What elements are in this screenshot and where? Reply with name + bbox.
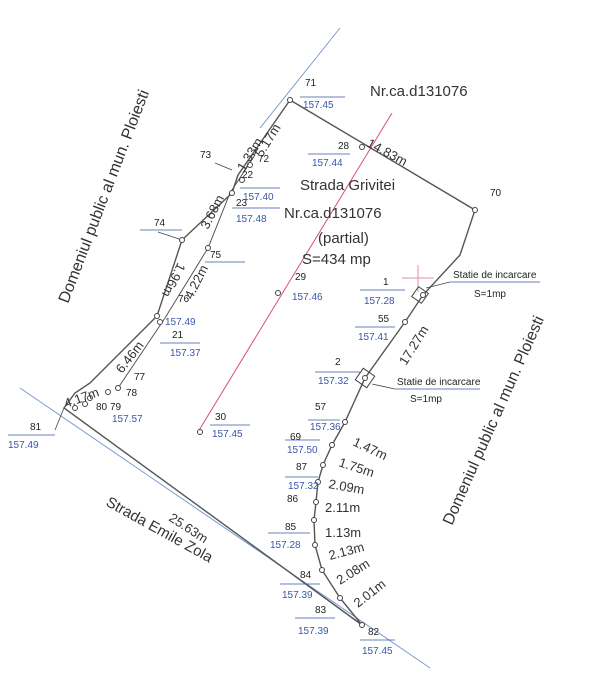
road-line-top (259, 27, 341, 129)
dimension-label: 1.75m (337, 455, 376, 480)
point-id: 69 (290, 432, 302, 443)
elevation: 157.39 (298, 626, 329, 637)
charging-station-1 (410, 285, 430, 305)
point-id: 1 (383, 277, 389, 288)
partial-label: (partial) (318, 230, 369, 247)
leader-81 (54, 407, 65, 431)
charging-station-1-area: S=1mp (474, 289, 506, 300)
leader-74 (157, 231, 183, 241)
point-id: 84 (300, 570, 312, 581)
point-id: 30 (215, 412, 227, 423)
elevation: 157.32 (318, 376, 349, 387)
point-id: 55 (378, 314, 390, 325)
point-id: 80 (96, 402, 108, 413)
point-id: 28 (338, 141, 350, 152)
point-id: 82 (368, 627, 380, 638)
point-id: 21 (172, 330, 184, 341)
point-id: 75 (210, 250, 222, 261)
elevation-underlines (8, 96, 540, 641)
charging-station-2 (354, 367, 376, 389)
point-ids: 71 28 70 73 72 22 23 74 75 29 1 55 76 21… (30, 78, 502, 638)
dimension-label: 1.13m (325, 525, 361, 540)
point-id: 83 (315, 605, 327, 616)
elevation: 157.39 (282, 590, 313, 601)
point-id: 76 (178, 294, 190, 305)
cadastral-number-top: Nr.ca.d131076 (370, 83, 468, 100)
point-id: 72 (258, 154, 270, 165)
road-line-bottom (19, 387, 431, 669)
elevation: 157.49 (8, 440, 39, 451)
elevation: 157.45 (303, 100, 334, 111)
dimension-label: 17.27m (396, 323, 432, 368)
elevation: 157.45 (362, 646, 393, 657)
dimension-label: 2.09m (327, 476, 365, 497)
elevation: 157.48 (236, 214, 267, 225)
dimension-label: 2.01m (351, 576, 389, 610)
elevation: 157.32 (288, 481, 319, 492)
charging-station-1-label: Statie de incarcare (453, 270, 537, 281)
station2-leader (371, 383, 396, 390)
cadastral-number-center: Nr.ca.d131076 (284, 205, 382, 222)
point-id: 23 (236, 198, 248, 209)
elevation: 157.28 (364, 296, 395, 307)
point-id: 79 (110, 402, 122, 413)
point-id: 77 (134, 372, 146, 383)
point-id: 86 (287, 494, 299, 505)
elevation: 157.50 (287, 445, 318, 456)
point-id: 2 (335, 357, 341, 368)
point-id: 29 (295, 272, 307, 283)
point-id: 78 (126, 388, 138, 399)
elevation: 157.36 (310, 422, 341, 433)
point-id: 81 (30, 422, 42, 433)
elevation: 157.40 (243, 192, 274, 203)
point-id: 70 (490, 188, 502, 199)
point-id: 87 (296, 462, 308, 473)
domain-right-label: Domeniul public al mun. Ploiesti (440, 314, 548, 528)
charging-station-2-label: Statie de incarcare (397, 377, 481, 388)
elevation: 157.57 (112, 414, 143, 425)
elevation: 157.28 (270, 540, 301, 551)
dimension-label: 14.83m (365, 135, 410, 169)
dimension-label: 2.11m (325, 500, 360, 515)
elevations: 157.45 157.44 157.40 157.48 157.46 157.2… (8, 100, 395, 657)
street-axis-line (197, 112, 393, 433)
elevation: 157.46 (292, 292, 323, 303)
area-label: S=434 mp (302, 251, 371, 268)
street-grivitei-label: Strada Grivitei (300, 177, 395, 194)
parcel-boundary (63, 99, 476, 626)
elevation: 157.37 (170, 348, 201, 359)
station1-leader (425, 281, 451, 289)
point-id: 74 (154, 218, 166, 229)
leader-73 (214, 162, 233, 171)
charging-station-2-area: S=1mp (410, 394, 442, 405)
vertex-markers (72, 97, 478, 628)
point-id: 71 (305, 78, 317, 89)
point-id: 85 (285, 522, 297, 533)
point-id: 73 (200, 150, 212, 161)
elevation: 157.44 (312, 158, 343, 169)
domain-left-label: Domeniul public al mun. Ploiesti (56, 88, 153, 306)
elevation: 157.41 (358, 332, 389, 343)
elevation: 157.49 (165, 317, 196, 328)
point-id: 22 (242, 170, 254, 181)
point-id: 57 (315, 402, 327, 413)
elevation: 157.45 (212, 429, 243, 440)
